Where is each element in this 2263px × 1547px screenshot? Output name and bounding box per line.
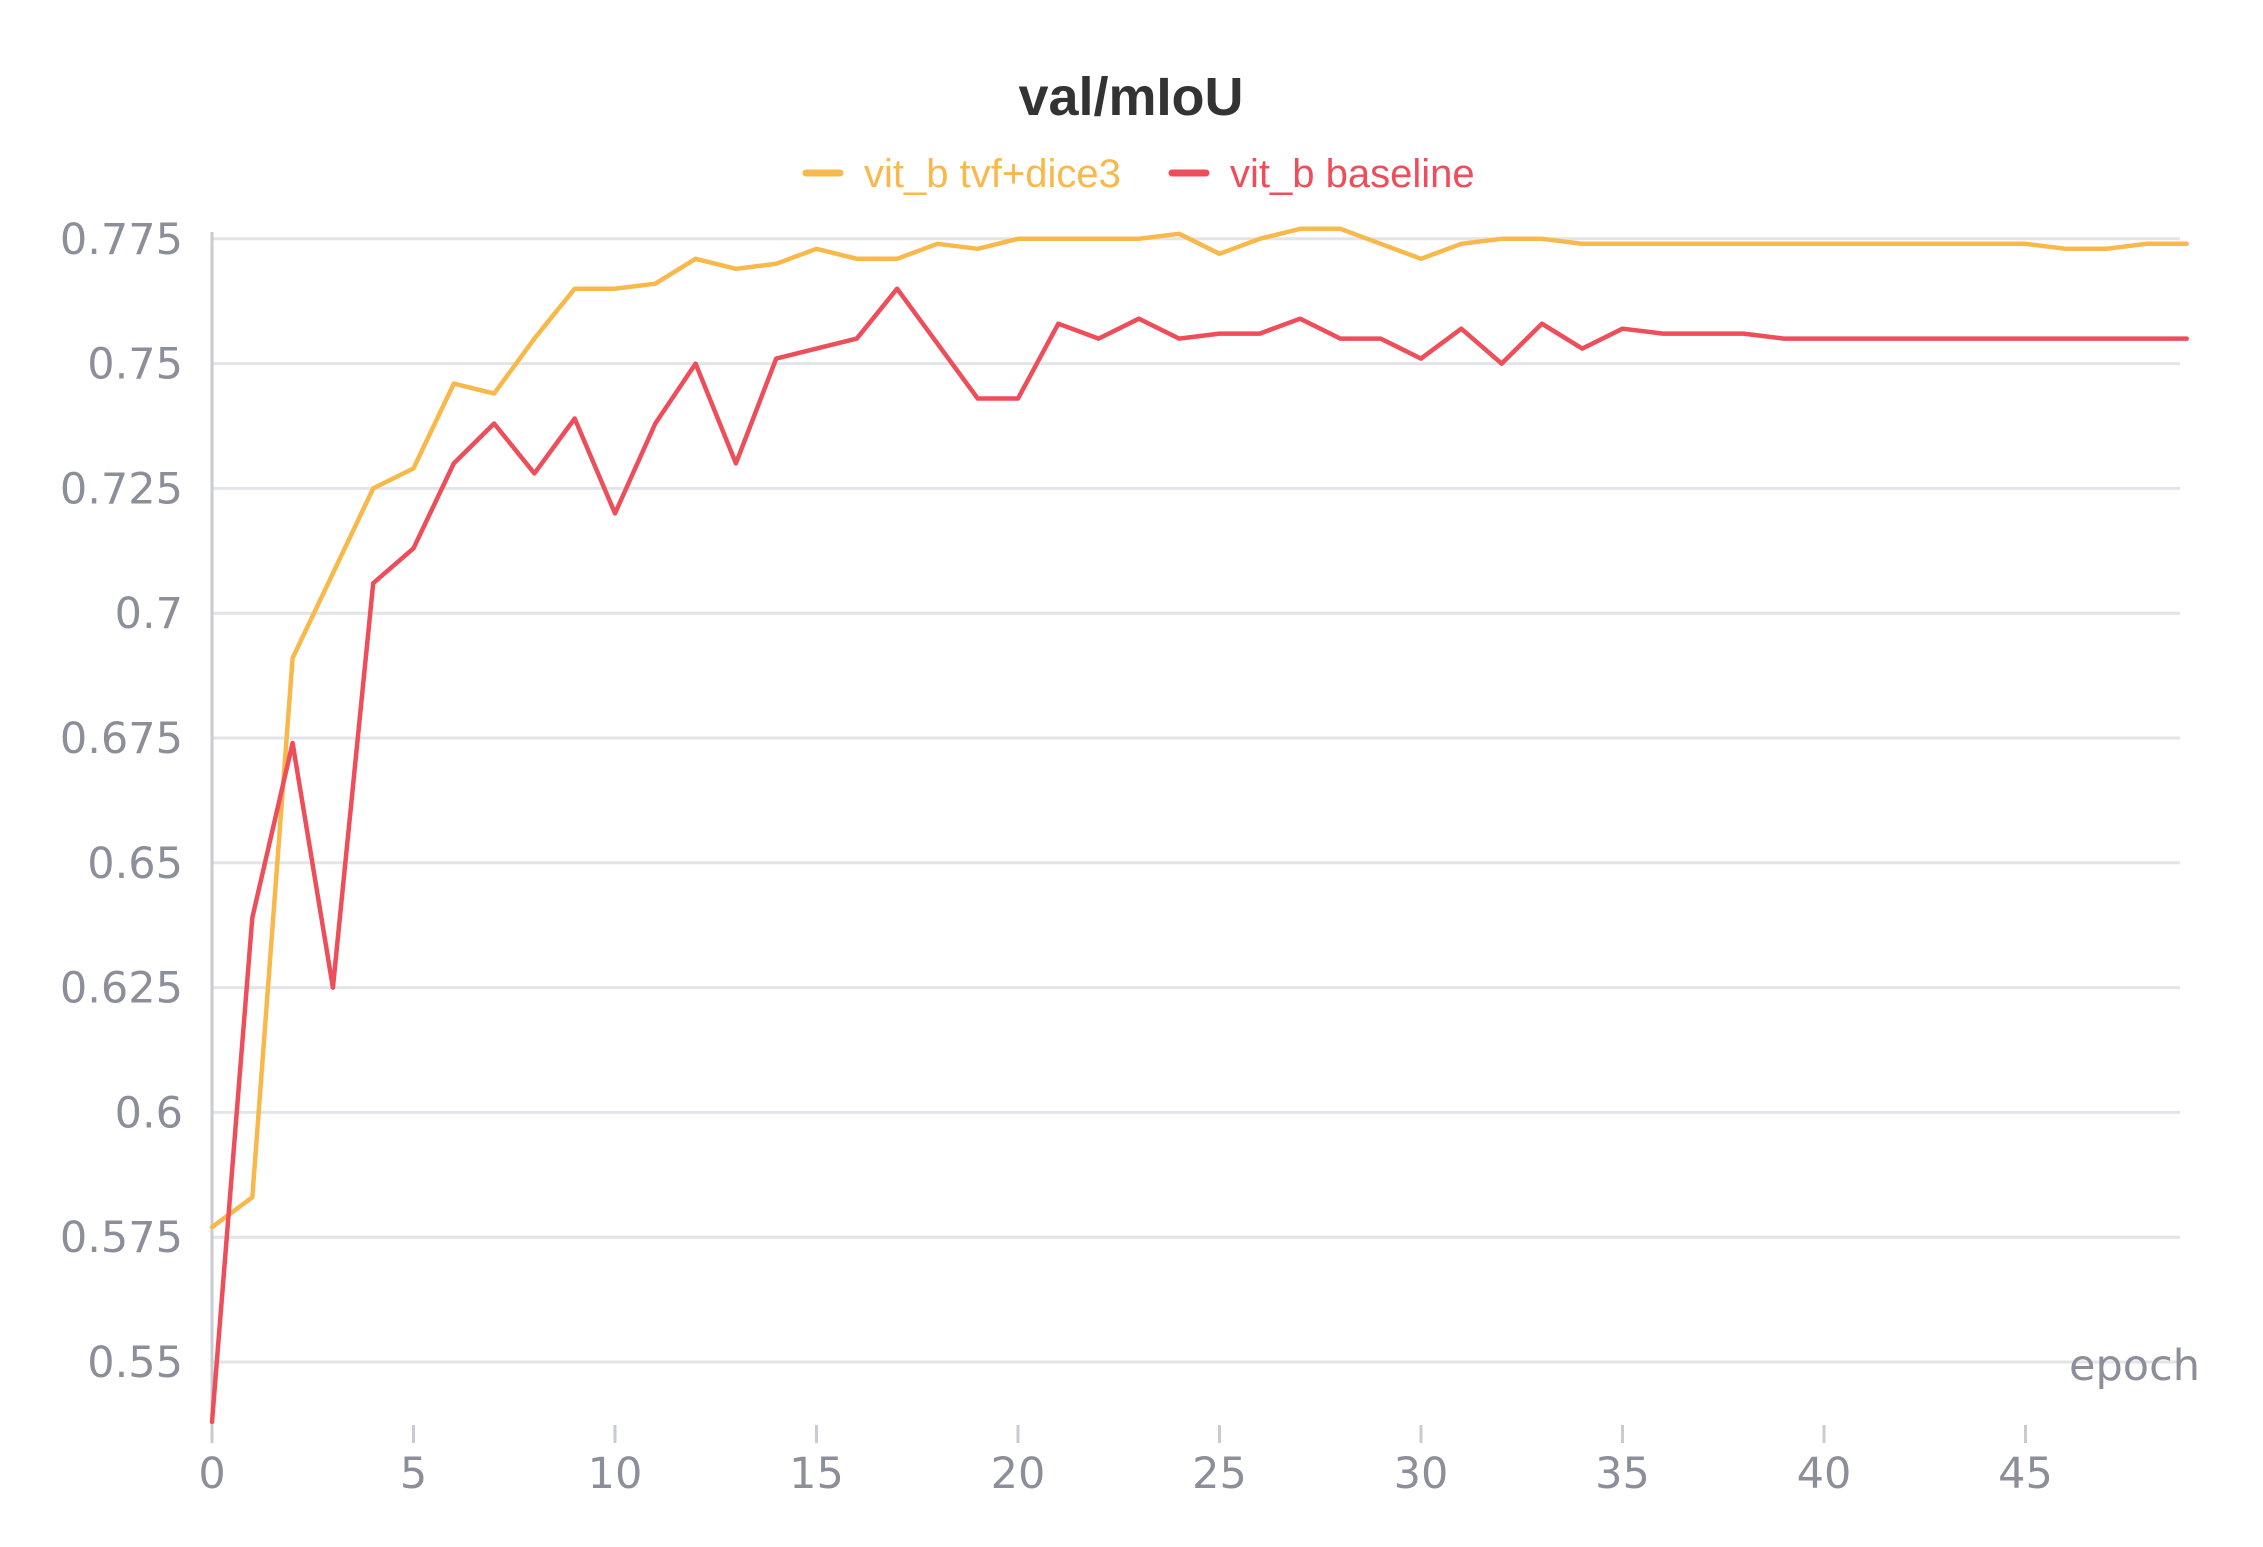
series-line-1[interactable] — [209, 286, 2189, 1425]
axes — [210, 232, 2027, 1443]
x-tick-label-7: 35 — [1595, 1449, 1650, 1499]
x-axis-label: epoch — [2069, 1341, 2200, 1391]
y-tick-labels: 0.55 0.575 0.6 0.625 0.65 0.675 0.7 0.725 0.75 0.… — [60, 215, 183, 1388]
legend-label-0: vit_b tvf+dice3 — [864, 152, 1121, 196]
y-tick-label-2: 0.6 — [115, 1088, 183, 1138]
x-tick-label-6: 30 — [1394, 1449, 1449, 1499]
grid-lines — [212, 237, 2180, 1364]
x-tick-label-1: 5 — [400, 1449, 427, 1499]
series-lines[interactable] — [209, 226, 2189, 1425]
x-tick-label-8: 40 — [1797, 1449, 1852, 1499]
y-tick-label-6: 0.7 — [115, 589, 183, 639]
y-tick-label-1: 0.575 — [60, 1213, 183, 1263]
x-tick-label-4: 20 — [991, 1449, 1046, 1499]
legend: vit_b tvf+dice3 vit_b baseline — [802, 152, 1475, 196]
x-tick-label-3: 15 — [789, 1449, 844, 1499]
y-tick-label-0: 0.55 — [87, 1338, 183, 1388]
legend-item-1[interactable]: vit_b baseline — [1168, 152, 1475, 196]
legend-item-0[interactable]: vit_b tvf+dice3 — [802, 152, 1121, 196]
y-tick-label-3: 0.625 — [60, 964, 183, 1014]
chart-title: val/mIoU — [1018, 67, 1243, 127]
y-tick-label-7: 0.725 — [60, 464, 183, 514]
y-tick-label-5: 0.675 — [60, 714, 183, 764]
x-tick-label-5: 25 — [1192, 1449, 1247, 1499]
x-tick-label-2: 10 — [588, 1449, 643, 1499]
x-tick-labels: 0 5 10 15 20 25 30 35 40 45 — [198, 1449, 2053, 1499]
x-tick-label-9: 45 — [1998, 1449, 2053, 1499]
y-tick-label-8: 0.75 — [87, 340, 183, 390]
legend-label-1: vit_b baseline — [1230, 152, 1475, 196]
y-tick-label-9: 0.775 — [60, 215, 183, 265]
y-tick-label-4: 0.65 — [87, 839, 183, 889]
x-tick-label-0: 0 — [198, 1449, 225, 1499]
series-line-0[interactable] — [209, 226, 2189, 1230]
